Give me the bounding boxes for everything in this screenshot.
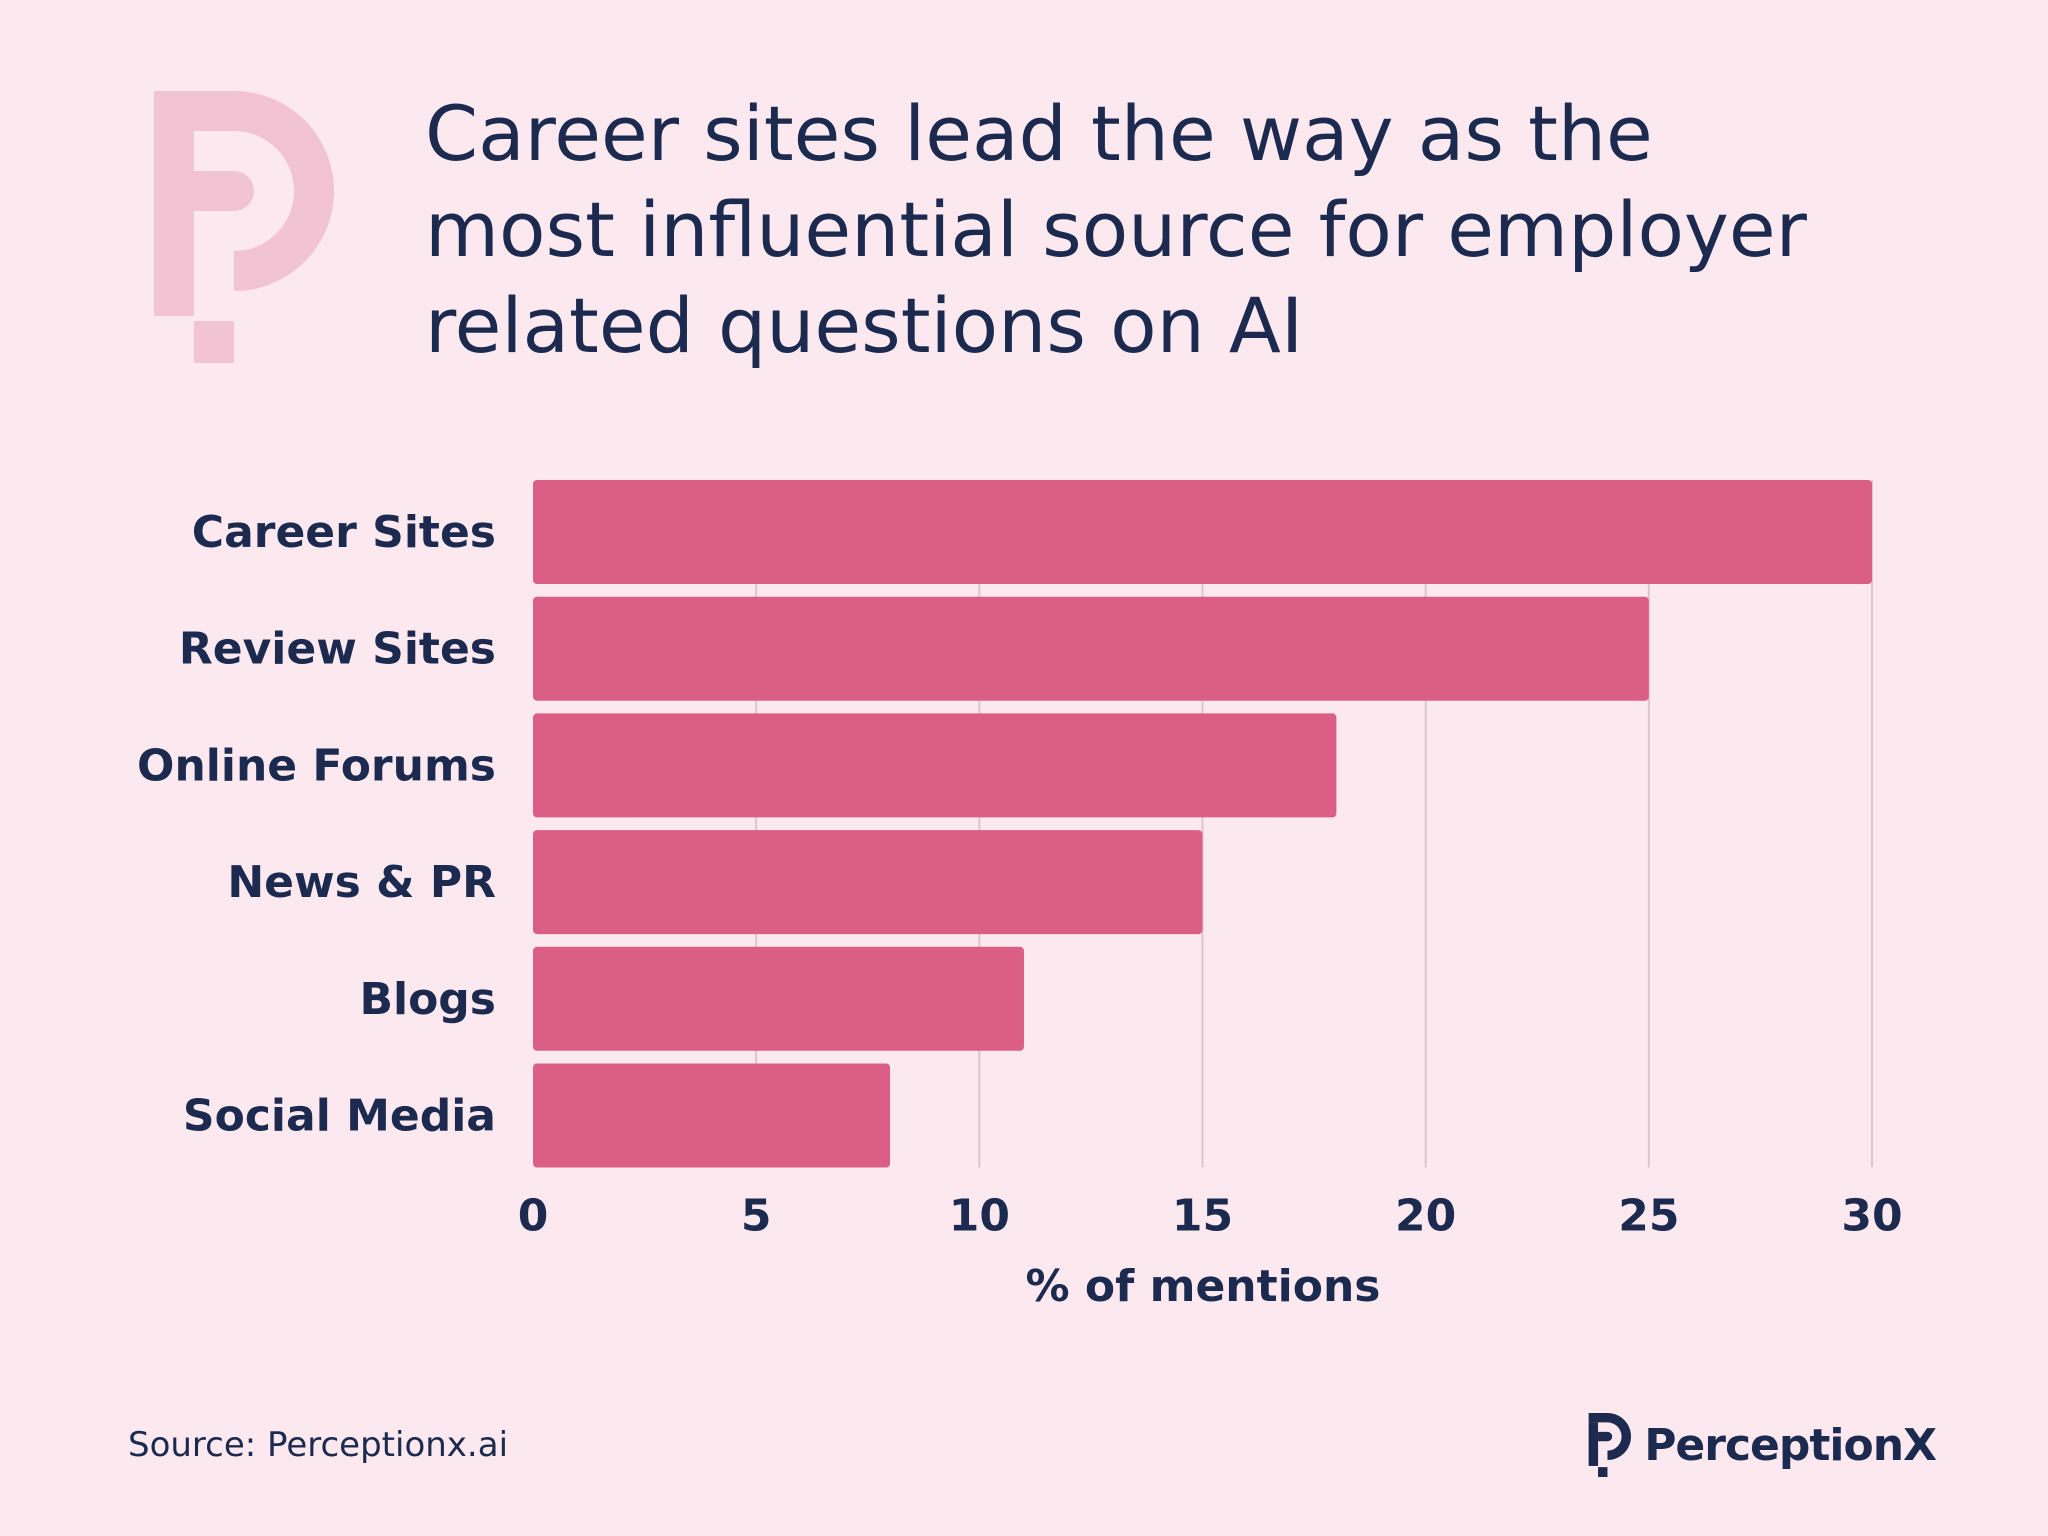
x-tick-label: 25: [1618, 1191, 1679, 1242]
chart-x-ticks: 0 5 10 15 20 25 30: [518, 1191, 1903, 1242]
page-title: Career sites lead the way as the most in…: [425, 89, 1807, 370]
x-tick-label: 15: [1172, 1191, 1233, 1242]
chart-grid: [755, 480, 1873, 1168]
x-tick-label: 5: [741, 1191, 772, 1242]
category-label: Review Sites: [179, 624, 496, 675]
bar: [533, 713, 1337, 818]
x-tick-label: 20: [1395, 1191, 1456, 1242]
category-label: Social Media: [183, 1091, 496, 1142]
category-label: Career Sites: [192, 507, 496, 558]
brand-logo: PerceptionX: [1588, 1413, 1937, 1477]
category-label: News & PR: [227, 857, 496, 908]
chart-category-labels: Career Sites Review Sites Online Forums New…: [137, 507, 496, 1142]
perceptionx-logo-icon: [1588, 1413, 1632, 1477]
bar: [533, 946, 1024, 1051]
x-axis-label: % of mentions: [1026, 1261, 1381, 1312]
bar: [533, 480, 1872, 584]
perceptionx-logo-icon: [154, 91, 334, 363]
bar: [533, 830, 1203, 935]
brand-name: PerceptionX: [1644, 1419, 1937, 1471]
bar: [533, 596, 1649, 701]
x-tick-label: 0: [518, 1191, 549, 1242]
category-label: Online Forums: [137, 740, 496, 791]
source-note: Source: Perceptionx.ai: [128, 1425, 509, 1465]
chart-bars: [533, 480, 1872, 1168]
x-tick-label: 10: [949, 1191, 1010, 1242]
category-label: Blogs: [359, 974, 496, 1025]
bar: [533, 1063, 891, 1168]
x-tick-label: 30: [1841, 1191, 1902, 1242]
